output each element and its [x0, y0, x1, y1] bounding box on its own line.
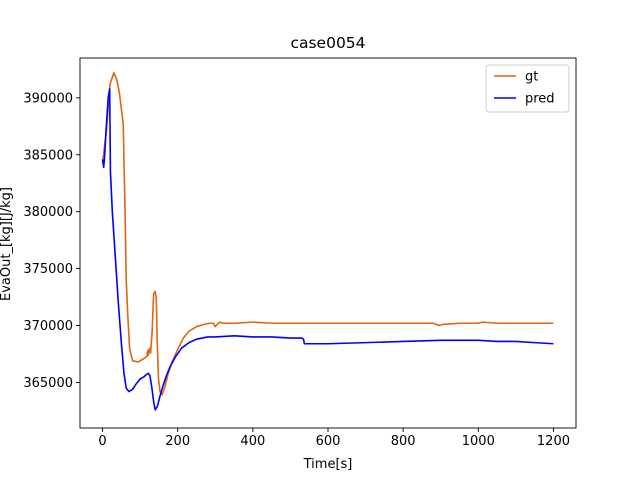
x-tick-label: 200	[165, 434, 190, 449]
axes: 0 200 400 600 800 1000 1200 365000 370000 375000 3…	[23, 57, 577, 449]
legend: gt pred	[485, 64, 570, 113]
x-tick-label: 600	[316, 434, 341, 449]
x-tick-label: 0	[98, 434, 106, 449]
legend-label-gt: gt	[525, 70, 538, 85]
legend-label-pred: pred	[525, 92, 555, 107]
plot-area	[101, 72, 554, 411]
y-tick-label: 390000	[23, 91, 73, 106]
x-tick-label: 400	[240, 434, 265, 449]
x-axis-label: Time[s]	[303, 457, 353, 472]
chart-title: case0054	[290, 34, 365, 52]
y-tick-label: 385000	[23, 148, 73, 163]
series-line-pred	[101, 87, 554, 411]
x-tick-label: 1000	[462, 434, 495, 449]
x-tick-label: 800	[391, 434, 416, 449]
y-axis-label: EvaOut_[kg][J/kg]	[0, 187, 14, 301]
y-tick-label: 365000	[23, 376, 73, 391]
y-tick-label: 380000	[23, 205, 73, 220]
x-tick-label: 1200	[537, 434, 570, 449]
y-tick-label: 375000	[23, 262, 73, 277]
y-tick-label: 370000	[23, 319, 73, 334]
